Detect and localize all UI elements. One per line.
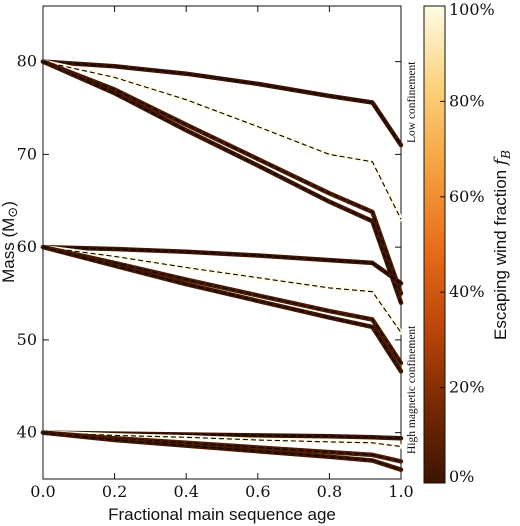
series-model-dashed-0 (42, 61, 402, 146)
colorbar-label: Escaping wind fraction fB (491, 150, 513, 340)
y-tick-label: 50 (17, 330, 37, 349)
colorbar-tick-label: 40% (449, 282, 485, 301)
x-tick-label: 0.8 (317, 482, 342, 501)
colorbar-label-symbol: f (491, 156, 511, 167)
x-tick-label: 1.0 (388, 482, 413, 501)
x-axis-ticks: 0.0 0.2 0.4 0.6 0.8 1.0 (30, 6, 414, 501)
series-model-dashed-2 (42, 61, 402, 294)
y-tick-label: 60 (17, 237, 37, 256)
series-layer (40, 59, 404, 472)
series-model-dashed-6 (42, 246, 402, 364)
series-model-dashed-9 (42, 432, 402, 448)
x-tick-label: 0.0 (30, 482, 55, 501)
series-model-dashed-7 (42, 246, 402, 372)
colorbar-tick-label: 80% (449, 91, 485, 110)
y-axis-label-sun-symbol: ⊙ (5, 207, 20, 218)
annotation-high-magnetic-confinement: High magnetic confinement (406, 325, 418, 454)
y-axis-label-close: ) (0, 201, 18, 207)
colorbar-label-text: Escaping wind fraction (491, 165, 510, 340)
y-axis-ticks: 40 50 60 70 80 (17, 52, 401, 442)
series-model-dashed-5 (42, 246, 402, 333)
colorbar-tick-label: 100% (449, 0, 495, 19)
colorbar-tick-label: 60% (449, 187, 485, 206)
y-tick-label: 70 (17, 144, 37, 163)
series-model-dashed-4 (42, 246, 402, 284)
series-line-3 (40, 59, 404, 306)
series-model-dashed-8 (42, 432, 402, 439)
colorbar-label-subscript: B (499, 150, 513, 160)
y-tick-label: 40 (17, 423, 37, 442)
colorbar-tick-label: 0% (449, 467, 474, 486)
y-tick-label: 80 (17, 52, 37, 71)
y-axis-label-text: Mass (M (0, 218, 18, 283)
x-tick-label: 0.2 (102, 482, 127, 501)
series-model-dashed-10 (42, 432, 402, 462)
series-model-dashed-11 (42, 432, 402, 471)
series-model-dashed-1 (42, 61, 402, 220)
x-tick-label: 0.6 (245, 482, 270, 501)
colorbar (423, 5, 446, 484)
x-axis-label: Fractional main sequence age (108, 505, 336, 524)
x-tick-label: 0.4 (173, 482, 198, 501)
colorbar-ticks: 0% 20% 40% 60% 80% 100% (440, 0, 495, 486)
annotation-low-confinement: Low confinement (406, 61, 418, 143)
colorbar-tick-label: 20% (449, 378, 485, 397)
y-axis-label: Mass (M⊙) (0, 201, 20, 283)
